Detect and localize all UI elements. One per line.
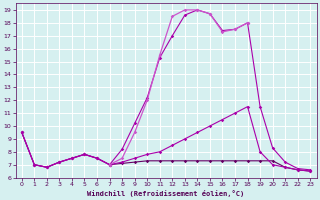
X-axis label: Windchill (Refroidissement éolien,°C): Windchill (Refroidissement éolien,°C)	[87, 190, 245, 197]
